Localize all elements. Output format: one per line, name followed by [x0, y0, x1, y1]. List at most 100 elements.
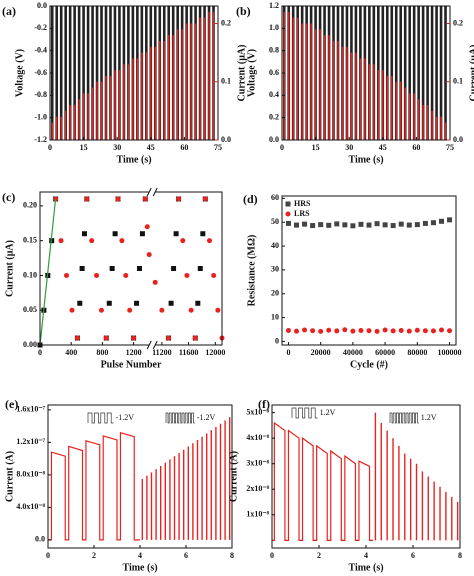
point: [326, 327, 332, 333]
point: [439, 327, 444, 333]
y-tick-label: 3x10⁻⁸: [246, 459, 269, 468]
plot-frame: [47, 404, 233, 549]
x-tick-label: 11200: [152, 348, 172, 357]
point: [374, 221, 380, 227]
line-series: [272, 421, 374, 541]
y2-tick-label: 0.1: [221, 77, 231, 86]
y-axis-title: Voltage (V): [246, 49, 257, 97]
point: [350, 328, 356, 334]
point: [430, 220, 436, 226]
y2-tick-label: 0.2: [453, 18, 463, 27]
point: [285, 220, 291, 226]
point: [342, 222, 348, 228]
point: [390, 223, 396, 229]
y-tick-label: -1.2: [34, 135, 47, 144]
point: [382, 222, 388, 228]
y-tick-label: 1.0: [269, 23, 279, 32]
point: [310, 328, 316, 334]
point: [326, 222, 332, 228]
panel: 0 15 30 45 60 750.0-0.2-0.4-0.6-0.8-1.0-1.2 0.…: [2, 1, 247, 165]
point: [69, 307, 75, 313]
panel-label: (b): [236, 4, 251, 18]
y-tick-label: 50: [271, 217, 279, 226]
y-tick-label: 5x10⁻⁸: [246, 407, 269, 416]
y-tick-label: -0.2: [34, 23, 47, 32]
x-tick-label: 0: [286, 348, 290, 357]
point: [294, 328, 299, 334]
annotation: -1.2V: [197, 413, 216, 422]
point: [318, 328, 324, 334]
point: [350, 223, 356, 229]
point: [334, 328, 340, 334]
y-tick-label: 0.6: [269, 68, 279, 77]
axis-break: [146, 340, 158, 350]
x-axis-title: Cycle (#): [350, 359, 388, 370]
point: [115, 196, 121, 202]
x-tick-label: 400: [65, 348, 77, 357]
legend-label: LRS: [294, 209, 310, 218]
point: [142, 196, 148, 202]
point: [358, 327, 364, 333]
point: [171, 266, 177, 271]
x-tick-label: 15: [80, 143, 88, 152]
pulse-icon: [87, 412, 114, 424]
point: [168, 300, 174, 306]
point: [302, 327, 308, 333]
x-axis-title: Time (s): [116, 154, 151, 165]
y-tick-label: 0.4: [269, 90, 279, 99]
point: [207, 238, 213, 244]
x-tick-label: 30: [345, 143, 353, 152]
axis-break: [146, 187, 158, 197]
y-tick-label: 30: [271, 265, 279, 274]
y-tick-label: -0.6: [34, 68, 47, 77]
point: [123, 272, 129, 278]
point: [366, 328, 372, 334]
point: [98, 307, 104, 313]
point: [195, 300, 201, 306]
plot-frame: [271, 404, 461, 549]
x-tick-label: 800: [96, 348, 108, 357]
point: [166, 335, 172, 341]
y-tick-label: 1.6x10⁻⁷: [16, 405, 45, 414]
point: [106, 300, 112, 306]
x-axis-title: Time (s): [348, 154, 383, 165]
point: [112, 231, 118, 237]
y-tick-label: 2x10⁻⁸: [246, 484, 269, 493]
point: [144, 224, 150, 230]
y-tick-label: 60: [271, 193, 279, 202]
point: [374, 328, 380, 334]
x-tick-label: 75: [214, 143, 222, 152]
x-tick-label: 20000: [311, 348, 331, 357]
x-tick-label: 11600: [179, 348, 199, 357]
x-tick-label: 0: [48, 143, 52, 152]
y-tick-label: 0.0: [269, 135, 279, 144]
point: [192, 335, 198, 341]
y-tick-label: 0.00: [23, 340, 37, 349]
y-tick-label: -1.0: [34, 112, 47, 121]
point: [139, 231, 145, 237]
annotation: 1.2V: [421, 413, 437, 422]
point: [406, 328, 412, 334]
pulse-icon: [389, 412, 419, 424]
y-axis-title: Current (μA): [4, 240, 15, 297]
y-tick-label: 20: [271, 289, 279, 298]
y-tick-label: 0: [275, 336, 279, 345]
x-tick-label: 60: [180, 143, 188, 152]
x-tick-label: 6: [184, 551, 188, 560]
point: [430, 328, 436, 334]
legend-marker: [285, 211, 291, 217]
x-tick-label: 1200: [126, 348, 142, 357]
panel-label: (e): [5, 397, 18, 411]
y-tick-label: 0.0: [35, 535, 45, 544]
x-tick-label: 0: [38, 348, 42, 357]
x-tick-label: 100000: [438, 348, 462, 357]
y-tick-label: 8.0x10⁻⁸: [16, 470, 45, 479]
point: [180, 238, 186, 244]
x-tick-label: 8: [230, 551, 234, 560]
pulse-icon: [165, 412, 195, 424]
x-tick-label: 12000: [205, 348, 225, 357]
point: [127, 307, 133, 313]
legend-marker: [285, 201, 291, 207]
y-axis-title: Voltage (V): [14, 49, 25, 97]
